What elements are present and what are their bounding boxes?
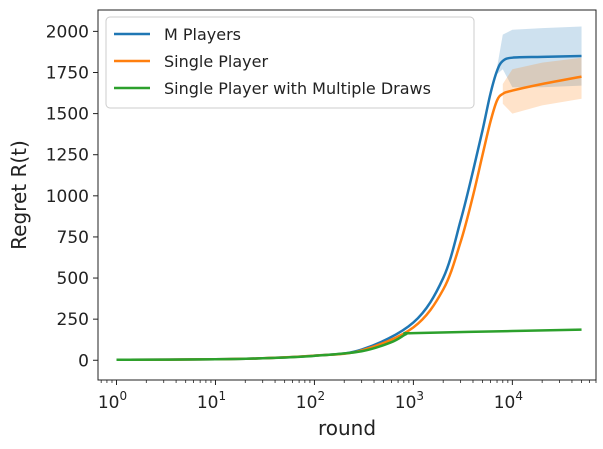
x-tick-label: 102: [296, 389, 325, 413]
x-tick-label: 104: [494, 389, 523, 413]
y-tick-label: 500: [57, 269, 89, 289]
y-tick-label: 2000: [46, 22, 89, 42]
confidence-bands: [497, 26, 582, 114]
y-tick-label: 1750: [46, 63, 89, 83]
y-tick-label: 1000: [46, 187, 89, 207]
y-tick-label: 750: [57, 228, 89, 248]
y-axis-label: Regret R(t): [7, 140, 31, 250]
y-tick-label: 0: [78, 351, 89, 371]
legend-label: Single Player: [164, 52, 268, 71]
x-tick-labels: 100 101 102 103 104: [98, 389, 523, 413]
legend-label: M Players: [164, 25, 241, 44]
y-tick-label: 250: [57, 310, 89, 330]
legend-label: Single Player with Multiple Draws: [164, 79, 431, 98]
series-lines: [116, 54, 582, 362]
x-tick-label: 101: [197, 389, 226, 413]
y-tick-label: 1250: [46, 146, 89, 166]
x-axis-label: round: [318, 416, 376, 440]
plot-frame: [97, 9, 597, 381]
y-tick-label: 1500: [46, 105, 89, 125]
y-tick-labels: 0 250 500 750 1000 1250 1500 1750 2000: [46, 22, 89, 371]
legend: M Players Single Player Single Player with…: [105, 16, 475, 109]
series-2-line: [116, 328, 582, 362]
series-1-band: [502, 57, 582, 114]
legend-box: [105, 16, 475, 109]
series-1-line: [116, 75, 582, 362]
x-tick-label: 100: [98, 389, 127, 413]
x-tick-label: 103: [395, 389, 424, 413]
